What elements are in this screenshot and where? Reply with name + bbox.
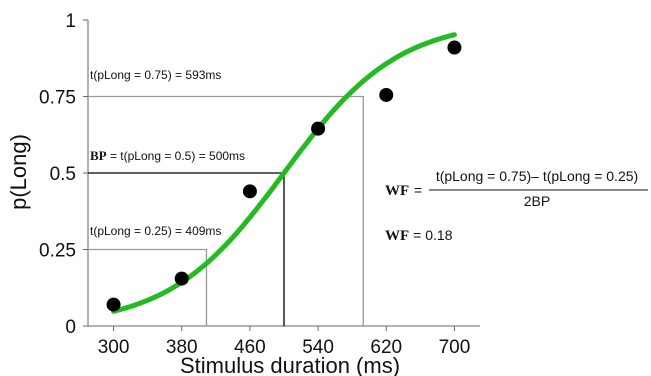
fit-curve	[111, 32, 457, 314]
x-tick-label-620: 620	[370, 337, 402, 358]
fit-curve-line	[111, 32, 457, 314]
annotation-t025: t(pLong = 0.25) = 409ms	[90, 224, 221, 238]
data-point-1	[174, 271, 189, 286]
annotation-bp: BP = t(pLong = 0.5) = 500ms	[90, 148, 245, 163]
data-point-5	[447, 40, 462, 55]
wf-value: WF = 0.18	[385, 227, 453, 244]
x-tick-label-380: 380	[166, 337, 198, 358]
annotation-bp-label: BP	[90, 148, 107, 163]
x-tick-label-540: 540	[302, 337, 334, 358]
y-tick-label-0.25: 0.25	[39, 241, 76, 262]
data-point-2	[242, 184, 257, 199]
data-point-3	[311, 121, 326, 136]
x-axis-title: Stimulus duration (ms)	[180, 353, 400, 376]
x-tick-label-300: 300	[98, 337, 130, 358]
y-tick-label-0: 0	[65, 317, 76, 338]
tick-labels: 300 380 460 540 620 700 0 0.25 0.5 0.75 1	[39, 11, 470, 358]
reference-line-0	[88, 248, 208, 326]
data-point-4	[379, 87, 394, 102]
x-tick-label-460: 460	[234, 337, 266, 358]
y-tick-label-0.5: 0.5	[50, 164, 76, 185]
wf-label: WF	[385, 183, 409, 199]
wf-value-label: WF	[385, 228, 409, 244]
wf-value-number: = 0.18	[413, 227, 453, 243]
annotation-t075: t(pLong = 0.75) = 593ms	[90, 68, 221, 82]
x-tick-label-700: 700	[439, 337, 471, 358]
y-axis-title: p(Long)	[6, 134, 31, 210]
wf-equals: =	[414, 182, 422, 198]
y-tick-label-1: 1	[65, 11, 76, 32]
wf-denominator: 2BP	[524, 193, 550, 209]
wf-numerator: t(pLong = 0.75)– t(pLong = 0.25)	[436, 168, 638, 184]
data-point-0	[106, 297, 121, 312]
reference-line-2	[88, 95, 364, 326]
data-points	[106, 40, 462, 312]
annotation-bp-text: = t(pLong = 0.5) = 500ms	[107, 149, 245, 163]
y-tick-label-0.75: 0.75	[39, 88, 76, 109]
